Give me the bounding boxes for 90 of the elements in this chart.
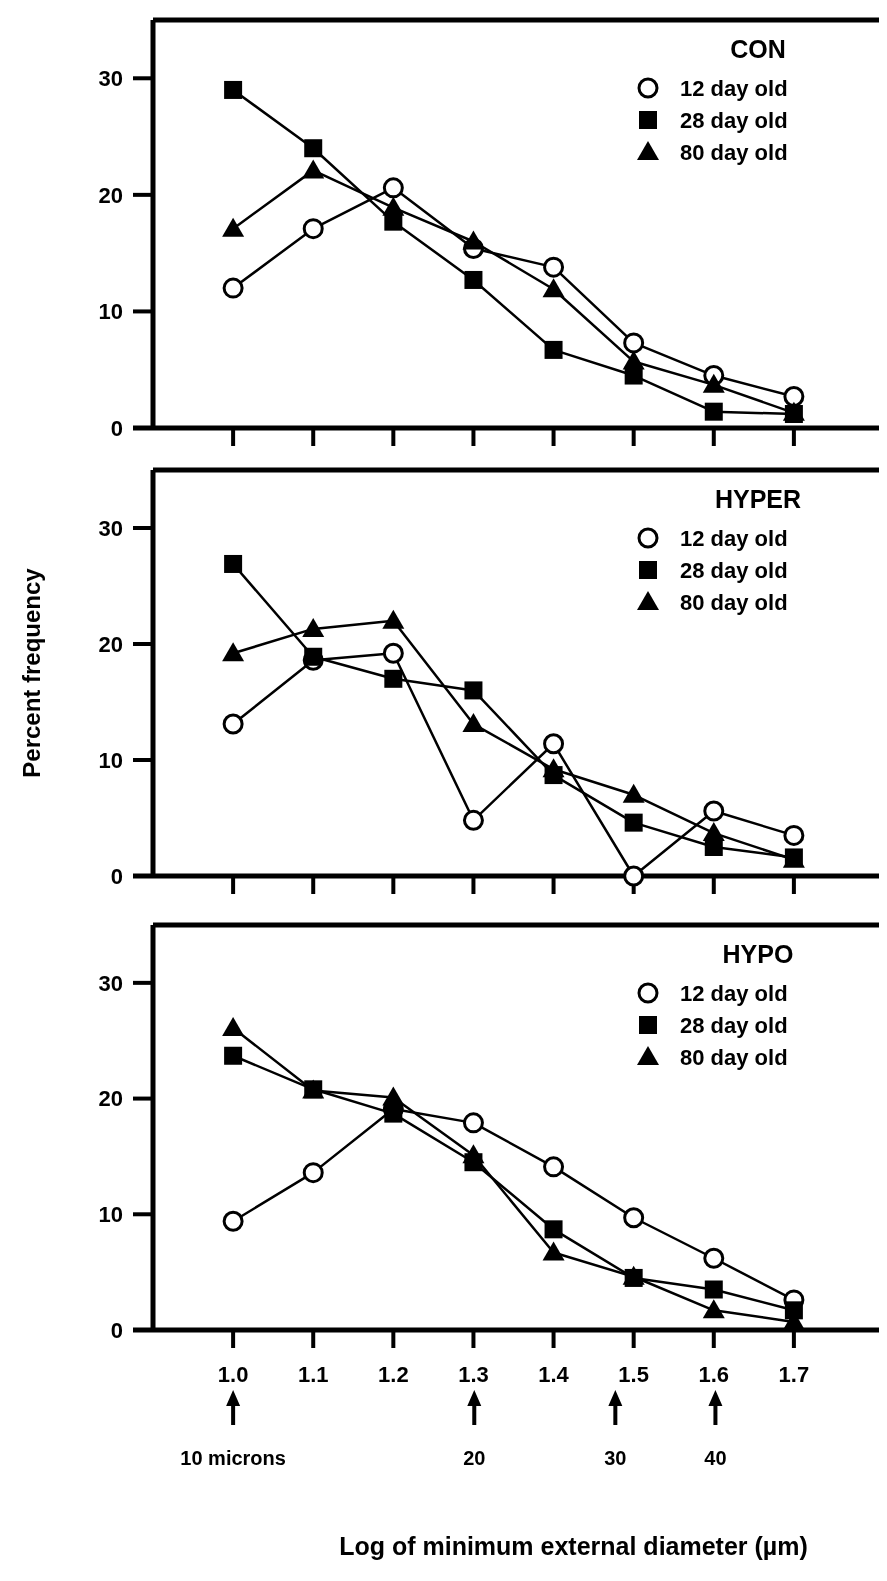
legend-title: HYPER: [714, 485, 802, 513]
legend-title: CON: [730, 35, 786, 63]
point: [304, 647, 323, 666]
point: [222, 1210, 244, 1232]
legend-label: 28 day old: [680, 1012, 788, 1038]
point: [222, 277, 244, 299]
point: [222, 713, 244, 735]
point: [543, 1156, 565, 1178]
x-tick-label: 1.3: [458, 1362, 489, 1387]
point: [384, 669, 403, 688]
point: [382, 196, 405, 216]
y-tick-label: 0: [110, 1317, 123, 1343]
point: [464, 270, 483, 289]
y-tick-label: 30: [98, 970, 123, 996]
x-tick-label: 1.1: [297, 1362, 329, 1387]
point: [702, 1299, 725, 1319]
legend-label: 28 day old: [680, 557, 788, 583]
x-axis-title: Log of minimum external diameter (µm): [339, 1532, 808, 1560]
y-tick-label: 30: [98, 65, 123, 91]
x-tick-label: 1.6: [698, 1362, 730, 1387]
legend-label: 12 day old: [680, 75, 788, 101]
point: [224, 554, 243, 573]
y-tick-label: 0: [110, 863, 123, 889]
point: [222, 217, 245, 237]
point: [543, 256, 565, 278]
point: [544, 1220, 563, 1239]
y-tick-label: 10: [98, 1201, 123, 1227]
point: [222, 642, 245, 662]
point: [462, 713, 485, 733]
y-tick-label: 10: [98, 299, 123, 325]
point: [544, 340, 563, 359]
legend-label: 80 day old: [680, 589, 788, 615]
point: [542, 1241, 565, 1261]
point: [703, 800, 725, 822]
legend-label: 12 day old: [680, 980, 788, 1006]
point: [464, 681, 483, 700]
legend-title: HYPO: [722, 940, 794, 968]
point: [384, 1104, 403, 1123]
point: [624, 813, 643, 832]
point: [702, 822, 725, 842]
point: [543, 733, 565, 755]
legend-label: 80 day old: [680, 1044, 788, 1070]
point: [702, 373, 725, 393]
y-tick-label: 10: [98, 747, 123, 773]
y-tick-label: 30: [98, 515, 123, 541]
point: [622, 350, 645, 370]
point: [462, 809, 484, 831]
point: [623, 865, 645, 887]
point: [542, 758, 565, 778]
point: [382, 177, 404, 199]
y-tick-label: 20: [98, 182, 123, 208]
y-tick-label: 20: [98, 1086, 123, 1112]
point: [462, 1144, 485, 1164]
point: [783, 386, 805, 408]
legend-label: 28 day old: [680, 107, 788, 133]
x-tick-label: 1.2: [378, 1362, 409, 1387]
point: [382, 1086, 405, 1106]
legend-label: 80 day old: [680, 139, 788, 165]
point: [304, 139, 323, 158]
point: [382, 642, 404, 664]
point: [462, 1112, 484, 1134]
y-tick-label: 0: [110, 415, 123, 441]
point: [302, 218, 324, 240]
x-tick-label: 1.4: [538, 1362, 570, 1387]
point: [703, 1247, 725, 1269]
point: [704, 1280, 723, 1299]
x2-tick-label: 10 microns: [180, 1447, 286, 1469]
point: [302, 617, 325, 637]
point: [302, 1162, 324, 1184]
x-tick-label: 1.5: [618, 1362, 649, 1387]
point: [382, 609, 405, 629]
point: [222, 1016, 245, 1036]
x2-tick-label: 20: [463, 1447, 486, 1469]
x2-tick-label: 40: [704, 1447, 727, 1469]
x-tick-label: 1.7: [778, 1362, 810, 1387]
legend-label: 12 day old: [680, 525, 788, 551]
point: [623, 332, 645, 354]
y-axis-title: Percent frequency: [18, 567, 45, 778]
point: [704, 402, 723, 421]
point: [462, 230, 485, 250]
point: [542, 278, 565, 298]
point: [224, 1046, 243, 1065]
point: [622, 783, 645, 803]
point: [783, 824, 805, 846]
point: [302, 159, 325, 179]
x-tick-label: 1.0: [217, 1362, 249, 1387]
point: [623, 1207, 645, 1229]
point: [224, 80, 243, 99]
x2-tick-label: 30: [604, 1447, 627, 1469]
y-tick-label: 20: [98, 631, 123, 657]
